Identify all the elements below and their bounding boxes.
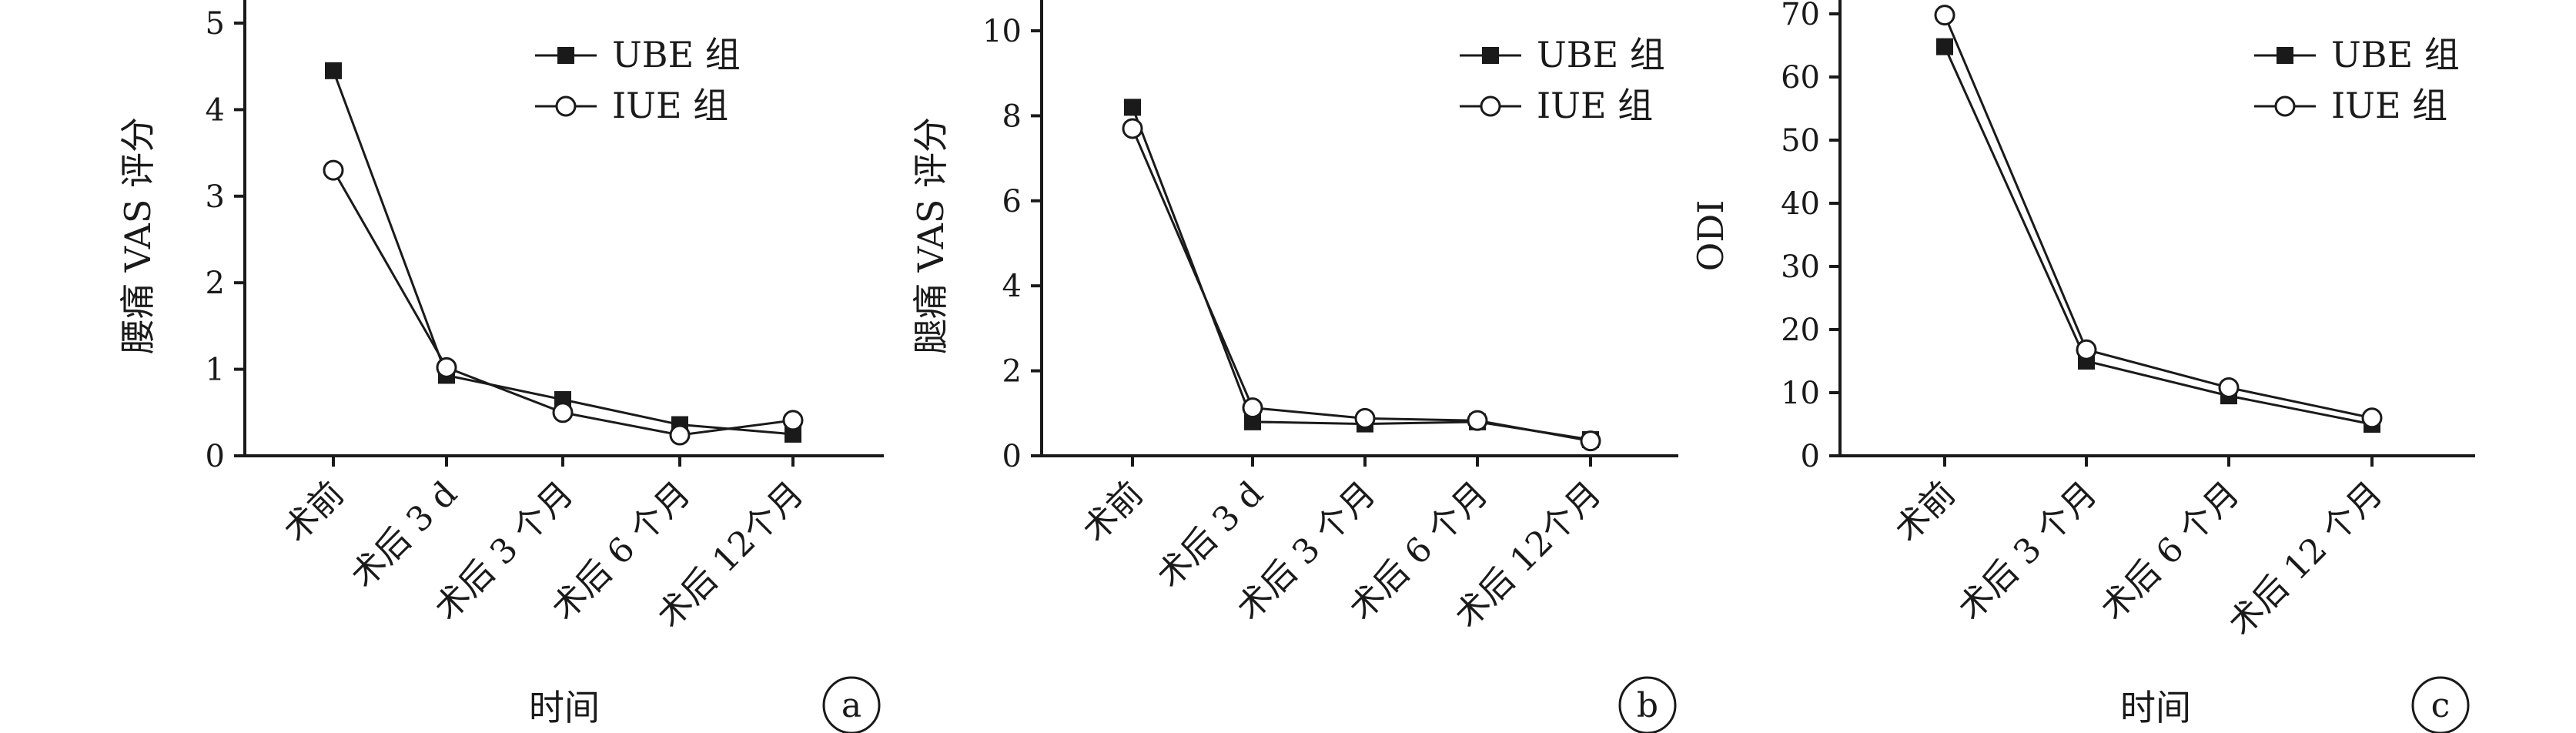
data-point-circle [2218, 377, 2240, 398]
x-tick-label: 术前 [1075, 474, 1150, 550]
x-tick-label: 术后 12 个月 [2221, 474, 2390, 644]
y-tick-label: 70 [1781, 0, 1820, 32]
panel-label-circle [2411, 676, 2470, 733]
legend-label: IUE 组 [1537, 85, 1653, 126]
x-axis-label: 时间 [529, 687, 600, 728]
data-point-circle [669, 424, 691, 446]
data-point-square [1124, 99, 1141, 116]
legend-marker-square [1482, 47, 1499, 64]
series-line-ube [1943, 46, 2373, 426]
data-point-circle [2361, 407, 2383, 429]
data-point-square [325, 62, 342, 79]
y-tick-label: 2 [206, 266, 225, 301]
data-point-square [785, 425, 801, 443]
panel-label: b [1637, 686, 1658, 725]
legend-marker-square [557, 47, 574, 64]
legend-label: UBE 组 [612, 34, 741, 75]
y-tick-label: 0 [1801, 439, 1820, 474]
data-point-circle [323, 159, 344, 181]
x-tick-label: 术前 [1887, 474, 1962, 550]
x-tick-label: 术后 3 d [343, 474, 465, 596]
y-axis-label: 腿痛 VAS 评分 [910, 117, 952, 354]
legend-label: UBE 组 [2331, 34, 2460, 75]
y-tick-label: 6 [1002, 184, 1022, 219]
data-point-square [1936, 38, 1953, 55]
y-tick-label: 1 [206, 353, 225, 388]
legend-marker-circle [1480, 95, 1501, 117]
legend-label: IUE 组 [2331, 85, 2447, 126]
data-point-circle [552, 402, 574, 423]
y-axis-label: ODI [1690, 200, 1731, 272]
panel-label-circle [1618, 676, 1677, 733]
y-tick-label: 40 [1781, 186, 1820, 222]
x-tick-label: 术后 6 个月 [2093, 474, 2247, 628]
y-tick-label: 4 [1002, 269, 1022, 304]
data-point-circle [1122, 118, 1143, 139]
panel-label: a [841, 686, 861, 725]
data-point-circle [1934, 5, 1955, 26]
series-line-ube [1131, 106, 1591, 441]
y-axis-label: 腰痛 VAS 评分 [117, 117, 159, 354]
data-point-square [1244, 413, 1261, 430]
y-tick-label: 8 [1002, 99, 1022, 134]
data-point-circle [782, 410, 804, 431]
x-tick-label: 术后 3 个月 [1951, 474, 2105, 628]
legend-marker-circle [555, 95, 577, 117]
y-tick-label: 0 [1002, 439, 1022, 474]
data-point-circle [1467, 410, 1488, 431]
legend-marker-circle [2274, 95, 2296, 117]
y-tick-label: 20 [1781, 313, 1820, 348]
y-tick-label: 60 [1781, 60, 1820, 95]
legend-label: IUE 组 [612, 85, 728, 126]
panel-label-circle [822, 676, 881, 733]
y-tick-label: 50 [1781, 123, 1820, 159]
series-line-iue [1943, 15, 2373, 420]
data-point-circle [1242, 397, 1263, 419]
legend-marker-square [2277, 47, 2293, 64]
data-point-circle [1580, 430, 1601, 452]
data-point-circle [436, 356, 457, 378]
legend-label: UBE 组 [1537, 34, 1665, 75]
x-axis-label: 时间 [2120, 687, 2191, 728]
y-tick-label: 10 [1781, 376, 1820, 411]
panel-label: c [2431, 686, 2451, 725]
y-tick-label: 30 [1781, 249, 1820, 285]
y-tick-label: 0 [206, 439, 225, 474]
data-point-circle [1354, 407, 1376, 429]
y-tick-label: 10 [982, 14, 1022, 49]
data-point-circle [2076, 339, 2097, 360]
x-tick-label: 术前 [276, 474, 351, 550]
y-tick-label: 2 [1002, 354, 1022, 390]
y-tick-label: 5 [206, 6, 225, 42]
y-tick-label: 4 [206, 92, 225, 128]
y-tick-label: 3 [206, 179, 225, 215]
